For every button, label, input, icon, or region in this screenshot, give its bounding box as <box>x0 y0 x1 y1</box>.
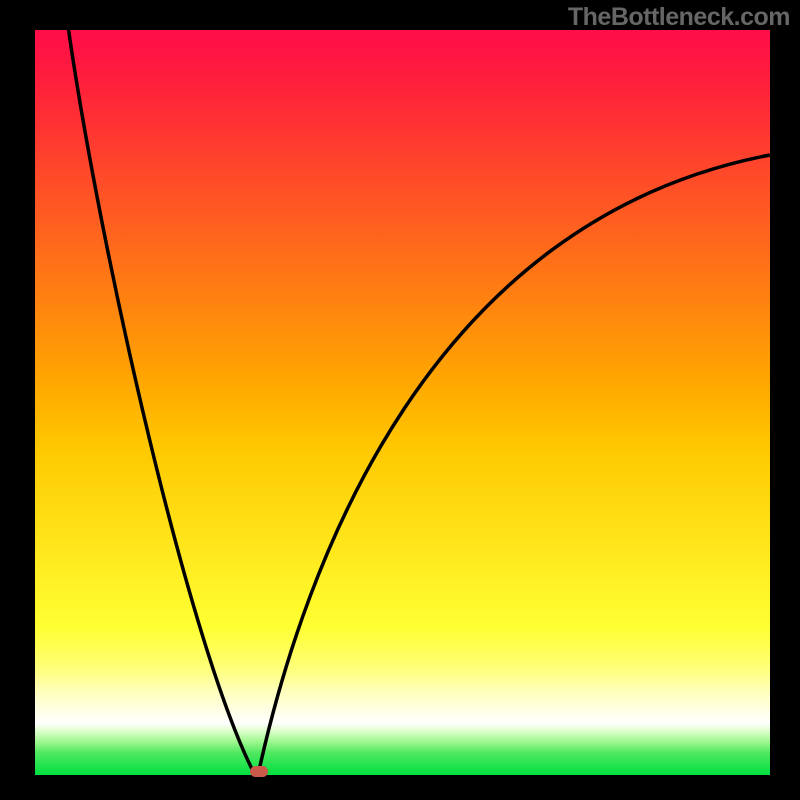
curve-overlay <box>0 0 800 800</box>
valley-marker <box>250 766 268 777</box>
curve-right-branch <box>258 155 770 775</box>
chart-container: TheBottleneck.com <box>0 0 800 800</box>
watermark-text: TheBottleneck.com <box>568 3 790 32</box>
curve-left-branch <box>68 26 255 775</box>
